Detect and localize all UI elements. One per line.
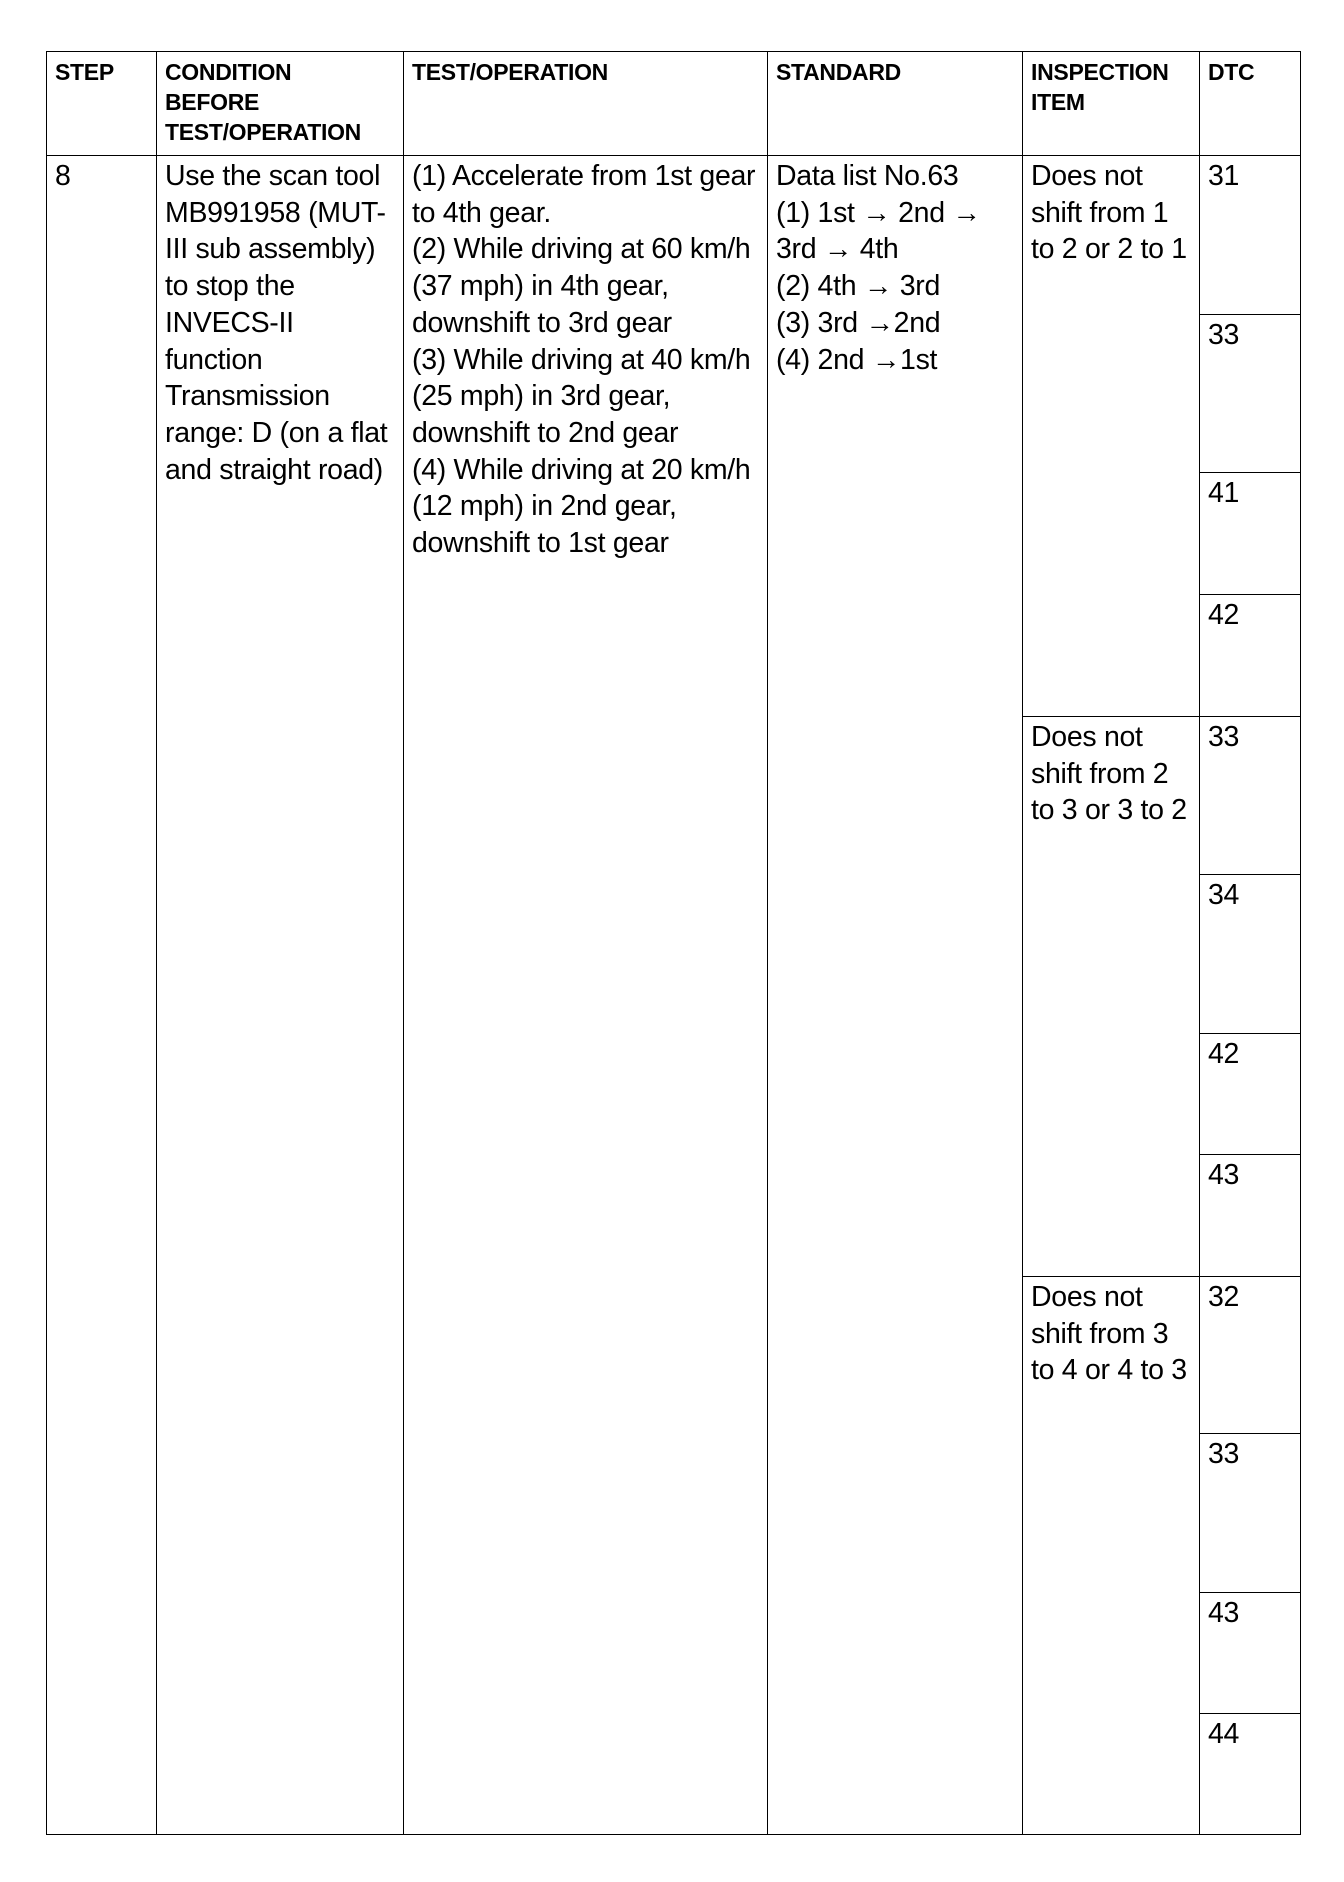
header-step: STEP xyxy=(46,51,157,156)
dtc-code: 33 xyxy=(1199,1433,1301,1593)
dtc-code: 44 xyxy=(1199,1713,1301,1835)
dtc-code: 42 xyxy=(1199,1033,1301,1155)
dtc-code: 43 xyxy=(1199,1154,1301,1277)
test-operation-text: (1) Accelerate from 1st gear to 4th gear… xyxy=(403,155,768,1835)
step-number: 8 xyxy=(46,155,157,1835)
dtc-code: 33 xyxy=(1199,314,1301,473)
dtc-code: 32 xyxy=(1199,1276,1301,1434)
header-test-operation: TEST/OPERATION xyxy=(403,51,768,156)
dtc-code: 42 xyxy=(1199,594,1301,717)
dtc-code: 41 xyxy=(1199,472,1301,595)
header-standard: STANDARD xyxy=(767,51,1023,156)
header-inspection-item: INSPECTION ITEM xyxy=(1022,51,1200,156)
header-dtc: DTC xyxy=(1199,51,1301,156)
dtc-code: 43 xyxy=(1199,1592,1301,1714)
condition-text: Use the scan tool MB991958 (MUT-III sub … xyxy=(156,155,404,1835)
inspection-item-3: Does not shift from 3 to 4 or 4 to 3 xyxy=(1022,1276,1200,1835)
standard-text: Data list No.63 (1) 1st → 2nd → 3rd → 4t… xyxy=(767,155,1023,1835)
dtc-code: 34 xyxy=(1199,874,1301,1034)
dtc-code: 33 xyxy=(1199,716,1301,875)
inspection-item-2: Does not shift from 2 to 3 or 3 to 2 xyxy=(1022,716,1200,1277)
inspection-item-1: Does not shift from 1 to 2 or 2 to 1 xyxy=(1022,155,1200,717)
dtc-code: 31 xyxy=(1199,155,1301,315)
header-condition: CONDITION BEFORE TEST/OPERATION xyxy=(156,51,404,156)
